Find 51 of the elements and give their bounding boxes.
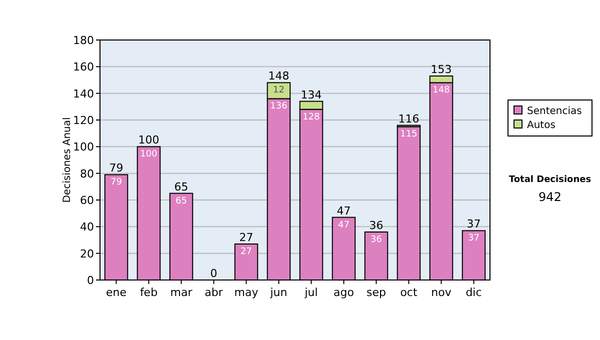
total-label: 153 <box>430 63 452 76</box>
x-tick-label: ene <box>106 286 127 299</box>
x-tick-label: jun <box>269 286 288 299</box>
total-label: 148 <box>268 70 290 83</box>
x-tick-label: sep <box>366 286 386 299</box>
total-label: 134 <box>300 88 322 102</box>
total-label: 116 <box>398 112 420 126</box>
total-label: 37 <box>466 218 481 231</box>
total-label: 79 <box>109 162 124 175</box>
y-tick-label: 120 <box>73 114 94 127</box>
x-tick-label: oct <box>400 286 418 299</box>
data-label: 115 <box>400 130 418 140</box>
data-label: 27 <box>240 247 252 257</box>
y-tick-label: 160 <box>73 60 94 74</box>
total-label: 100 <box>138 134 160 147</box>
data-label: 12 <box>273 86 284 96</box>
total-label: 65 <box>174 180 188 194</box>
data-label: 37 <box>468 234 480 244</box>
total-label: 27 <box>239 231 254 244</box>
x-tick-label: abr <box>204 286 224 299</box>
x-tick-label: feb <box>140 286 158 299</box>
y-tick-label: 100 <box>73 140 94 154</box>
total-label: 36 <box>369 219 384 232</box>
legend-label: Autos <box>527 120 556 131</box>
y-axis-title: Decisiones Anual <box>62 117 73 203</box>
x-tick-label: dic <box>466 286 482 299</box>
text: 942 <box>538 190 562 204</box>
data-label: 36 <box>370 235 382 245</box>
y-tick-label: 40 <box>80 220 94 234</box>
x-tick-label: mar <box>170 286 193 299</box>
x-tick-label: jul <box>304 286 318 299</box>
data-label: 47 <box>338 220 350 230</box>
data-label: 100 <box>140 150 158 160</box>
y-tick-label: 0 <box>87 274 94 287</box>
y-tick-label: 20 <box>80 247 94 260</box>
total-label: 47 <box>336 204 351 218</box>
x-tick-label: nov <box>431 286 452 299</box>
data-label: 136 <box>270 102 288 112</box>
y-tick-label: 60 <box>80 194 94 207</box>
data-label: 148 <box>432 86 450 96</box>
data-label: 128 <box>302 112 320 122</box>
y-tick-label: 180 <box>73 34 94 47</box>
data-label: 79 <box>110 178 122 188</box>
data-label: 65 <box>176 196 187 206</box>
y-tick-label: 80 <box>80 167 94 180</box>
legend-label: Sentencias <box>527 106 582 117</box>
text: Total Decisiones <box>508 175 592 185</box>
y-tick-label: 140 <box>73 87 94 100</box>
total-label: 0 <box>210 267 218 280</box>
x-tick-label: ago <box>334 286 354 299</box>
x-tick-label: may <box>234 286 259 299</box>
